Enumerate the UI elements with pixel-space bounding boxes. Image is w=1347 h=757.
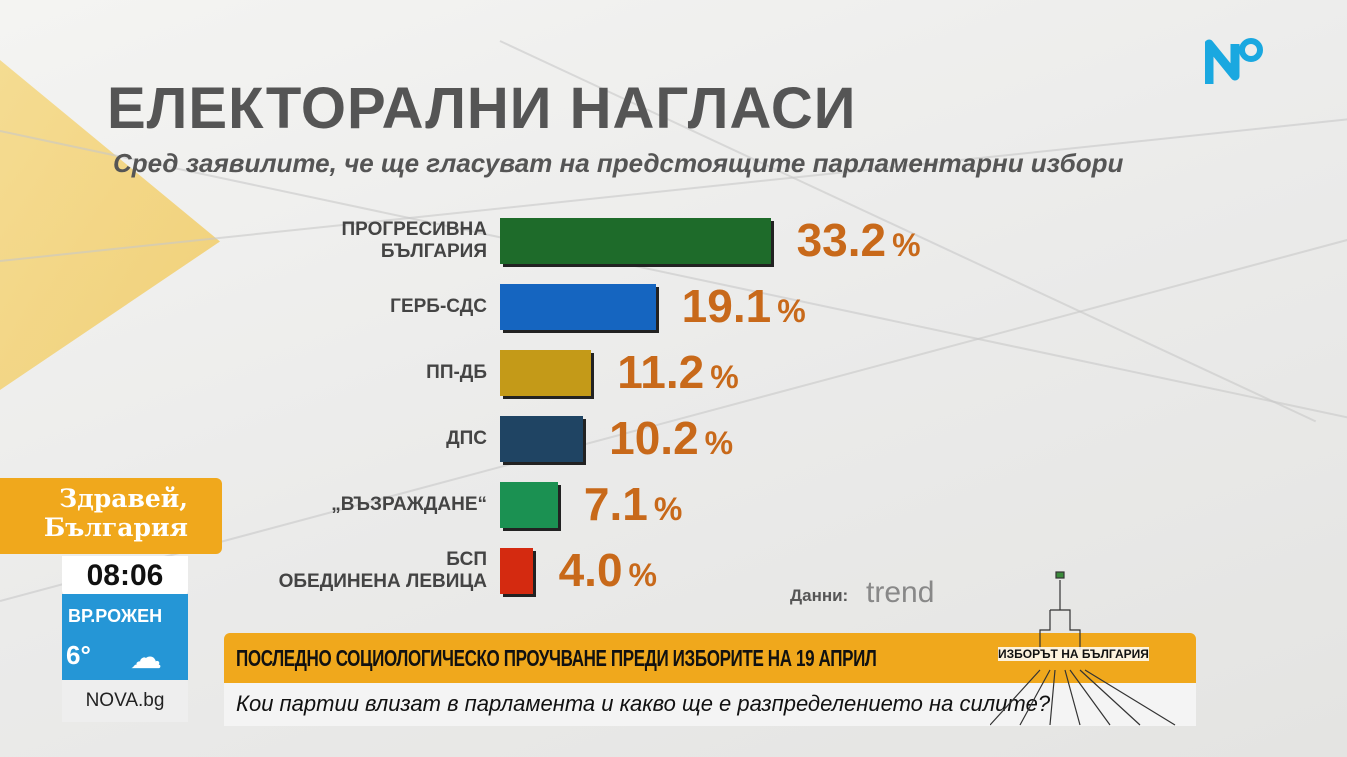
value-label: 33.2% [797, 214, 921, 271]
bar [500, 284, 656, 330]
category-label-line: ОБЕДИНЕНА ЛЕВИЦА [278, 571, 487, 592]
source-label: Данни: [790, 586, 849, 605]
ticker-subline: Кои партии влизат в парламента и какво щ… [224, 683, 1196, 726]
show-logo: Здравей, България [0, 478, 222, 554]
bar [500, 218, 771, 264]
value-label: 4.0% [559, 544, 657, 601]
weather-location: ВР.РОЖЕН [68, 606, 163, 626]
value-unit: % [777, 293, 806, 329]
value-label: 10.2% [609, 412, 733, 469]
value-label: 19.1% [682, 280, 806, 337]
site-url: NOVA.bg [62, 680, 188, 722]
value-label: 7.1% [584, 478, 682, 535]
page-subtitle: Сред заявилите, че ще гласуват на предст… [113, 148, 1124, 178]
category-label-line: ПП-ДБ [426, 362, 487, 383]
show-name-line2: България [43, 513, 188, 542]
category-label-line: ПРОГРЕСИВНА [341, 219, 487, 240]
weather-temperature: 6° [66, 640, 91, 670]
value-label: 11.2% [617, 346, 738, 403]
category-label-line: ДПС [446, 428, 487, 449]
bar [500, 548, 533, 594]
election-tower-icon [990, 571, 1176, 726]
category-label: ГЕРБ-СДС [390, 296, 487, 318]
value-number: 10.2 [609, 412, 699, 464]
category-label: БСП ОБЕДИНЕНА ЛЕВИЦА [279, 549, 487, 593]
clock: 08:06 [62, 556, 188, 596]
nova-logo-icon [1205, 38, 1263, 84]
category-label: ДПС [446, 428, 487, 450]
category-label-line: БСП [446, 549, 487, 570]
bar [500, 482, 558, 528]
category-label: ПП-ДБ [426, 362, 487, 384]
election-logo-text: ИЗБОРЪТ НА БЪЛГАРИЯ [998, 647, 1149, 661]
value-number: 7.1 [583, 478, 648, 530]
value-number: 11.2 [617, 346, 705, 398]
source-logo: trend [866, 576, 935, 609]
bar [500, 350, 592, 396]
value-unit: % [628, 557, 657, 593]
value-unit: % [710, 359, 739, 395]
category-label-line: БЪЛГАРИЯ [380, 241, 487, 262]
value-unit: % [704, 425, 734, 461]
bar [500, 416, 584, 462]
cloud-icon: ☁ [130, 639, 162, 675]
value-number: 4.0 [558, 544, 623, 596]
page-title: ЕЛЕКТОРАЛНИ НАГЛАСИ [107, 76, 857, 141]
category-label: „ВЪЗРАЖДАНЕ“ [331, 494, 487, 516]
weather-widget: ВР.РОЖЕН 6° ☁ [62, 594, 188, 680]
category-label: ПРОГРЕСИВНА БЪЛГАРИЯ [341, 219, 487, 263]
value-number: 19.1 [681, 280, 772, 332]
value-number: 33.2 [796, 214, 887, 266]
category-label-line: „ВЪЗРАЖДАНЕ“ [331, 494, 487, 515]
ticker-headline: ПОСЛЕДНО СОЦИОЛОГИЧЕСКО ПРОУЧВАНЕ ПРЕДИ … [236, 645, 877, 671]
value-unit: % [653, 491, 683, 527]
category-label-line: ГЕРБ-СДС [390, 296, 487, 317]
value-unit: % [892, 227, 921, 263]
show-name-line1: Здравей, [59, 484, 188, 513]
